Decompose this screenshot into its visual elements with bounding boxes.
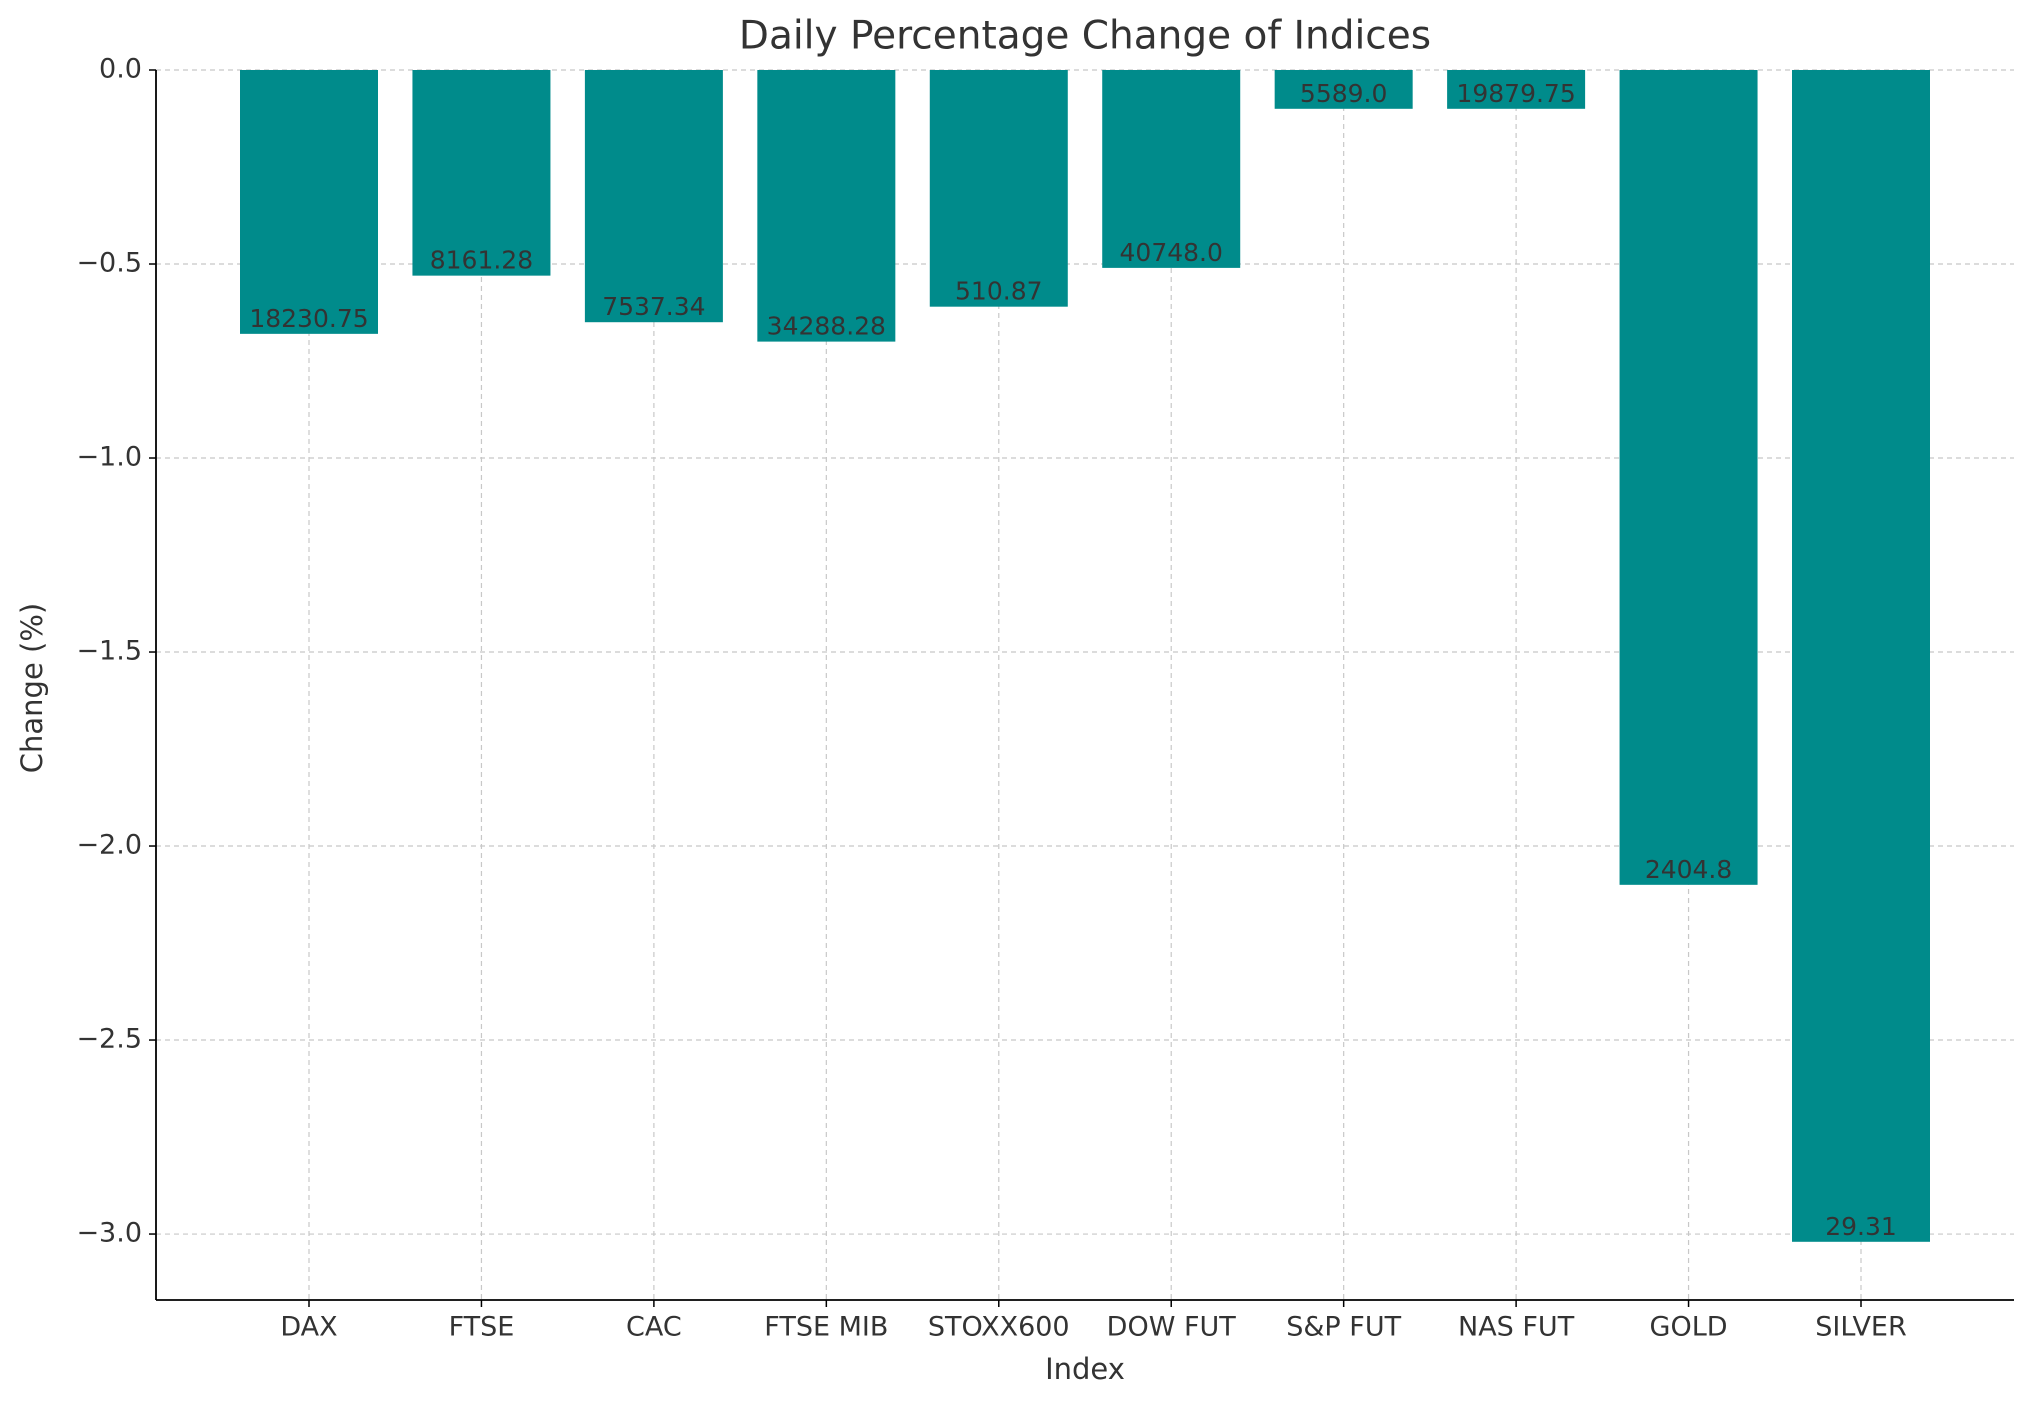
y-axis-label: Change (%) <box>15 603 49 773</box>
bar-label: 7537.34 <box>602 292 705 321</box>
x-tick-label: FTSE MIB <box>764 1312 888 1343</box>
bar <box>1619 70 1758 885</box>
x-tick-label: DOW FUT <box>1107 1312 1237 1343</box>
y-tick-label: 0.0 <box>99 54 142 85</box>
x-tick-label: CAC <box>626 1312 682 1343</box>
x-tick-label: SILVER <box>1815 1312 1906 1343</box>
bar <box>240 70 378 334</box>
x-tick-label: S&P FUT <box>1286 1312 1401 1343</box>
y-tick-label: −2.5 <box>76 1024 142 1055</box>
bar <box>929 70 1068 307</box>
chart-title: Daily Percentage Change of Indices <box>739 14 1431 59</box>
bar-label: 2404.8 <box>1645 855 1732 884</box>
x-tick-label: FTSE <box>449 1312 515 1343</box>
bar <box>412 70 551 276</box>
bar <box>1102 70 1241 268</box>
bar-label: 8161.28 <box>430 246 533 275</box>
bar <box>584 70 723 323</box>
x-tick-label: STOXX600 <box>928 1312 1070 1343</box>
bar-label: 29.31 <box>1825 1212 1897 1241</box>
bar <box>1274 70 1413 109</box>
x-axis-label: Index <box>1045 1352 1125 1386</box>
bar-label: 19879.75 <box>1456 79 1575 108</box>
x-tick-label: GOLD <box>1650 1312 1728 1343</box>
bar-label: 40748.0 <box>1120 238 1223 267</box>
bar <box>1792 70 1930 1242</box>
bar-label: 34288.28 <box>767 312 886 341</box>
y-tick-label: −0.5 <box>76 248 142 279</box>
bar <box>757 70 896 342</box>
y-tick-label: −1.0 <box>76 442 142 473</box>
y-tick-label: −2.0 <box>76 830 142 861</box>
y-tick-label: −3.0 <box>76 1218 142 1249</box>
y-tick-label: −1.5 <box>76 636 142 667</box>
bar-label: 5589.0 <box>1300 79 1387 108</box>
bar-label: 510.87 <box>955 277 1042 306</box>
x-tick-label: NAS FUT <box>1458 1312 1575 1343</box>
bar <box>1447 70 1586 109</box>
bar-label: 18230.75 <box>249 304 368 333</box>
x-tick-label: DAX <box>280 1312 337 1343</box>
